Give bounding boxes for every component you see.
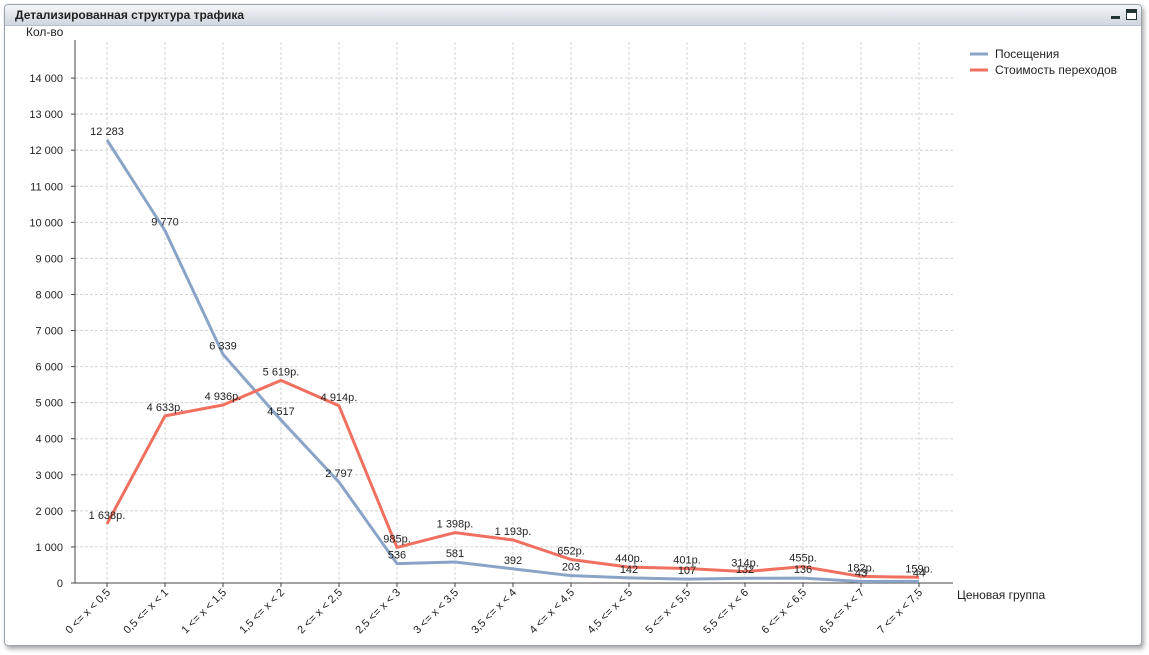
x-tick-label: 2,5 <= x < 3 (353, 587, 403, 637)
y-tick-label: 12 000 (29, 145, 63, 157)
x-axis-title: Ценовая группа (957, 588, 1046, 602)
data-label: 1 193р. (495, 526, 532, 538)
y-tick-label: 9 000 (35, 253, 63, 265)
data-label: 44 (913, 567, 925, 579)
x-tick-label: 1,5 <= x < 2 (237, 587, 287, 637)
series-line-2 (105, 378, 920, 579)
data-label: 581 (446, 548, 464, 560)
window-title: Детализированная структура трафика (15, 8, 245, 22)
y-tick-label: 2 000 (35, 506, 63, 518)
x-tick-label: 7 <= x < 7,5 (875, 587, 925, 637)
x-tick-label: 2 <= x < 2,5 (295, 587, 345, 637)
data-label: 4 936р. (205, 391, 242, 403)
y-tick-label: 4 000 (35, 434, 63, 446)
y-tick-label: 7 000 (35, 326, 63, 338)
data-label: 43 (855, 567, 867, 579)
x-tick-label: 5,5 <= x < 6 (701, 587, 751, 637)
y-tick-label: 11 000 (30, 181, 63, 193)
x-tick-label: 3 <= x < 3,5 (411, 587, 461, 637)
data-label: 652р. (557, 545, 585, 557)
data-label: 392 (504, 555, 522, 567)
x-tick-label: 5 <= x < 5,5 (643, 587, 693, 637)
data-label: 132 (736, 564, 754, 576)
y-tick-label: 6 000 (35, 362, 63, 374)
data-label: 1 638р. (89, 510, 126, 522)
series-line-1 (105, 139, 920, 583)
data-label: 1 398р. (437, 519, 474, 531)
data-label: 314р. (731, 558, 759, 570)
data-label: 182р. (847, 562, 875, 574)
chart-window: Детализированная структура трафика (4, 4, 1142, 646)
data-label: 6 339 (209, 340, 237, 352)
data-label: 12 283 (90, 126, 124, 138)
data-label: 401р. (673, 555, 701, 567)
legend-label: Посещения (995, 47, 1059, 61)
y-tick-label: 1 000 (35, 542, 63, 554)
data-label: 203 (562, 562, 580, 574)
x-tick-label: 1 <= x < 1,5 (179, 587, 229, 637)
minimize-icon[interactable] (1110, 9, 1121, 20)
data-label: 159р. (905, 563, 933, 575)
y-tick-label: 10 000 (29, 217, 63, 229)
data-label: 4 517 (267, 406, 295, 418)
data-label: 107 (678, 565, 696, 577)
data-label: 5 619р. (263, 366, 300, 378)
data-label: 2 797 (325, 468, 353, 480)
x-tick-label: 0 <= x < 0,5 (63, 587, 113, 637)
data-label: 455р. (789, 553, 817, 565)
data-label: 440р. (615, 553, 643, 565)
data-label: 136 (794, 564, 812, 576)
data-label: 142 (620, 564, 638, 576)
y-tick-label: 8 000 (35, 289, 63, 301)
y-tick-label: 5 000 (35, 398, 63, 410)
x-tick-label: 0,5 <= x < 1 (121, 587, 171, 637)
y-tick-label: 3 000 (35, 470, 63, 482)
x-tick-label: 6 <= x < 6,5 (759, 587, 809, 637)
data-label: 985р. (383, 533, 411, 545)
data-label: 536 (388, 550, 406, 562)
y-tick-label: 0 (57, 578, 63, 590)
data-label: 9 770 (151, 217, 179, 229)
y-axis-title: Кол-во (26, 25, 64, 39)
data-label: 4 633р. (147, 402, 184, 414)
maximize-icon[interactable] (1126, 9, 1137, 20)
data-label: 4 914р. (321, 392, 358, 404)
x-tick-label: 3,5 <= x < 4 (469, 587, 519, 637)
legend-label: Стоимость переходов (995, 63, 1117, 77)
x-tick-label: 4,5 <= x < 5 (585, 587, 635, 637)
x-tick-label: 4 <= x < 4,5 (527, 587, 577, 637)
x-tick-label: 6,5 <= x < 7 (817, 587, 867, 637)
y-tick-label: 13 000 (29, 109, 63, 121)
window-titlebar: Детализированная структура трафика (5, 5, 1141, 26)
y-tick-label: 14 000 (29, 73, 63, 85)
